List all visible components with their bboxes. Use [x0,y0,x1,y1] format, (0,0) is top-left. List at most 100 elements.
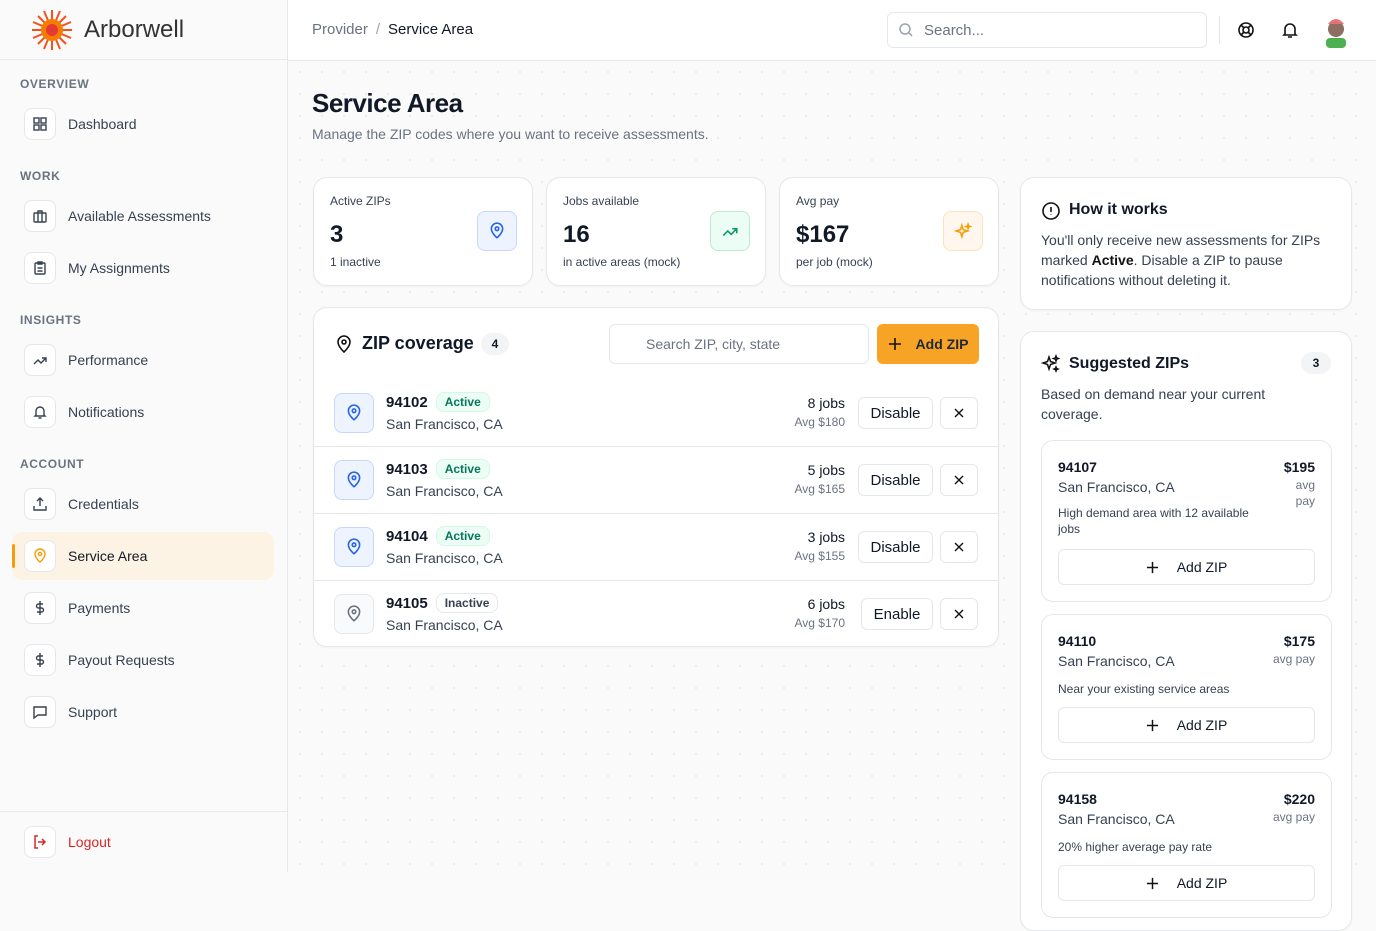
nav: OVERVIEW Dashboard WORK Available Assessmen… [0,76,287,736]
stat-card: Avg pay $167 per job (mock) [779,177,999,286]
nav-item[interactable]: Payments [12,584,274,632]
stat-note: per job (mock) [796,255,873,269]
section-label: WORK [20,169,61,183]
zip-row: 94104 Active San Francisco, CA 3 jobs Avg $1… [314,514,998,581]
coverage-search[interactable]: Search ZIP, city, state [609,324,869,364]
avatar[interactable] [1318,12,1354,48]
suggested-title: Suggested ZIPs [1069,355,1190,372]
nav-item[interactable]: Notifications [12,388,274,436]
city: San Francisco, CA [386,617,503,633]
text: You'll only receive new assessments for … [1041,232,1321,268]
how-card: How it works You'll only receive new ass… [1020,177,1352,310]
pay-note: avg pay [1272,810,1315,824]
suggestion-card: 94107 San Francisco, CA $195 avg pay High de… [1041,440,1332,602]
avg: Avg $180 [794,415,846,429]
toggle-button[interactable]: Enable [861,598,933,630]
logout-label: Logout [68,834,111,850]
page-subtitle: Manage the ZIP codes where you want to r… [312,126,709,142]
stat-value: 3 [330,221,344,248]
add-zip-button[interactable]: Add ZIP [1058,549,1315,585]
zip: 94110 [1058,633,1097,649]
add-zip-label: Add ZIP [1176,717,1228,733]
stat-value: 16 [563,221,590,248]
nav-section: WORK Available Assessments My Assignments [0,168,287,292]
nav-item[interactable]: Support [12,688,274,736]
reason: Near your existing service areas [1058,682,1230,696]
how-text: You'll only receive new assessments for … [1041,230,1341,290]
toggle-button[interactable]: Disable [858,531,933,563]
status-badge: Active [435,459,490,479]
icon [24,200,56,232]
help-icon[interactable] [1237,21,1255,39]
nav-label: Service Area [68,548,148,564]
zip-line: 94104 Active [386,526,490,546]
crumb: Service Area [388,21,474,38]
icon [24,592,56,624]
logout-icon [24,826,56,858]
nav-item[interactable]: Service Area [12,532,274,580]
bell-icon[interactable] [1281,21,1299,39]
section-label: ACCOUNT [20,457,85,471]
suggested-card: Suggested ZIPs 3 Based on demand near yo… [1020,331,1352,931]
nav-item[interactable]: Performance [12,336,274,384]
nav-section: OVERVIEW Dashboard [0,76,287,148]
nav-label: Available Assessments [68,208,211,224]
city: San Francisco, CA [386,550,503,566]
add-zip-label: Add ZIP [915,336,969,352]
icon [334,594,374,634]
nav-item[interactable]: Credentials [12,480,274,528]
avg: Avg $155 [794,549,846,563]
crumb[interactable]: Provider [312,21,368,38]
nav-label: Performance [68,352,149,368]
add-zip-label: Add ZIP [1176,875,1228,891]
city: San Francisco, CA [1058,479,1175,495]
jobs: 5 jobs [807,462,845,478]
city: San Francisco, CA [1058,811,1175,827]
coverage-card: ZIP coverage 4 Search ZIP, city, state A… [313,307,999,647]
remove-button[interactable] [940,598,978,630]
pay: $175 [1283,633,1315,649]
avg: Avg $165 [794,482,846,496]
add-zip-button[interactable]: Add ZIP [1058,865,1315,901]
city: San Francisco, CA [386,416,503,432]
zip-row: 94102 Active San Francisco, CA 8 jobs Avg $1… [314,380,998,447]
nav-section: ACCOUNT Credentials Service Area Payments Pa… [0,456,287,736]
logout[interactable]: Logout [12,818,274,866]
nav-item[interactable]: Available Assessments [12,192,274,240]
add-zip-button[interactable]: Add ZIP [1058,707,1315,743]
status-badge: Inactive [435,593,499,613]
zip: 94102 [386,393,428,411]
status-badge: Active [435,392,490,412]
suggestion-card: 94110 San Francisco, CA $175 avg pay Near yo… [1041,614,1332,760]
nav-section: INSIGHTS Performance Notifications [0,312,287,436]
how-title: How it works [1069,201,1168,218]
add-zip-button[interactable]: Add ZIP [877,324,979,364]
coverage-count: 4 [481,333,509,355]
remove-button[interactable] [940,397,978,429]
sidebar: Arborwell OVERVIEW Dashboard WORK Available… [0,0,288,872]
remove-button[interactable] [940,531,978,563]
nav-item[interactable]: Dashboard [12,100,274,148]
icon [334,527,374,567]
nav-label: Notifications [68,404,145,420]
zip-row: 94103 Active San Francisco, CA 5 jobs Avg $1… [314,447,998,514]
section-label: OVERVIEW [20,77,90,91]
pay: $195 [1283,459,1315,475]
icon [24,540,56,572]
nav-label: Payments [68,600,131,616]
icon [24,252,56,284]
icon [24,696,56,728]
toggle-button[interactable]: Disable [858,464,933,496]
nav-item[interactable]: My Assignments [12,244,274,292]
pay-note: avg pay [1295,478,1315,508]
stat-label: Active ZIPs [330,194,391,208]
remove-button[interactable] [940,464,978,496]
nav-item[interactable]: Payout Requests [12,636,274,684]
search[interactable]: Search... [887,12,1207,48]
suggestion-card: 94158 San Francisco, CA $220 avg pay 20% hig… [1041,772,1332,918]
status-badge: Active [435,526,490,546]
page-title: Service Area [312,88,463,118]
toggle-button[interactable]: Disable [858,397,933,429]
topbar: Provider / Service Area Search... [288,0,1376,61]
text: . Disable a ZIP to pause notifications w… [1041,252,1283,288]
